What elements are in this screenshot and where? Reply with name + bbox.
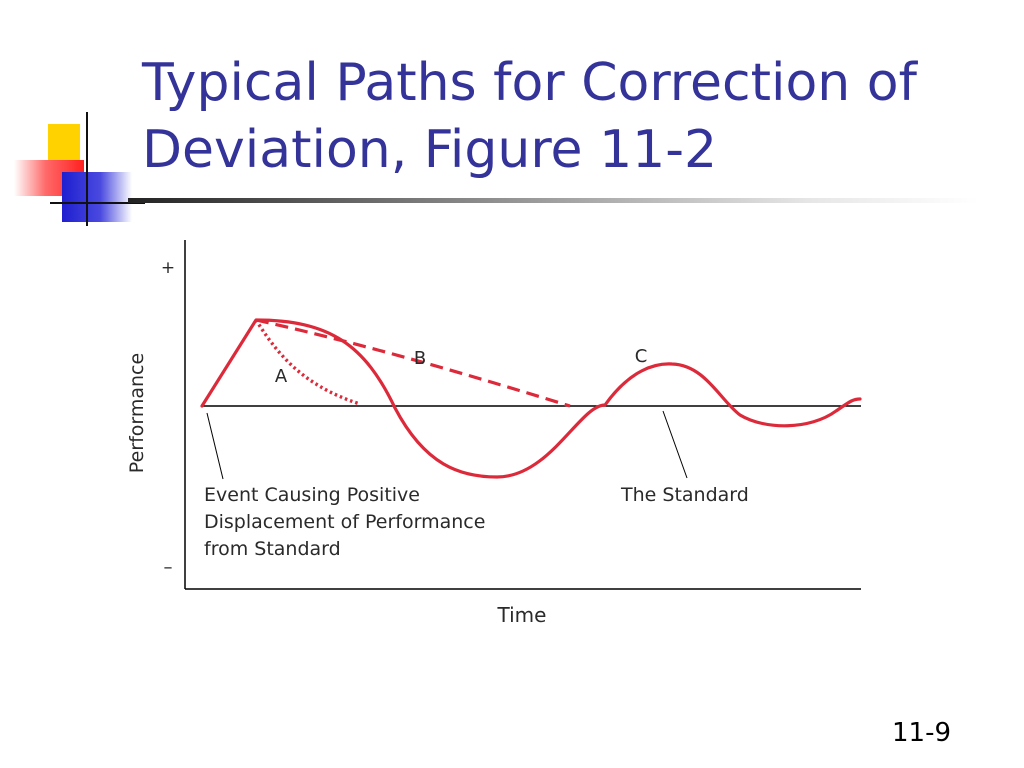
event-note-line-2: Displacement of Performance — [204, 511, 485, 533]
path-a-curve — [254, 319, 361, 406]
standard-note: The Standard — [620, 484, 749, 506]
plot-area: + – Performance Time A B C Event Causing… — [126, 240, 862, 627]
y-axis-plus-sign: + — [161, 258, 175, 278]
logo-horizontal-line — [50, 202, 145, 204]
path-b-label: B — [414, 348, 426, 369]
deviation-correction-figure: + – Performance Time A B C Event Causing… — [126, 240, 862, 627]
slide-title-line-2: Deviation, Figure 11-2 — [142, 120, 718, 180]
event-pointer-line — [206, 412, 224, 480]
logo-blue-square — [62, 172, 132, 222]
corner-logo — [0, 0, 160, 230]
y-axis-label: Performance — [126, 353, 148, 473]
path-b-curve — [255, 318, 571, 408]
event-note-line-3: from Standard — [204, 538, 341, 560]
slide-number: 11-9 — [892, 718, 952, 748]
slide-title-line-1: Typical Paths for Correction of — [142, 53, 917, 113]
path-c-curve — [200, 318, 862, 479]
slide-title: Typical Paths for Correction of Deviatio… — [142, 50, 1002, 184]
logo-vertical-line — [86, 112, 88, 226]
standard-pointer-line — [662, 410, 688, 479]
y-axis-minus-sign: – — [164, 557, 173, 578]
path-a-label: A — [275, 366, 288, 387]
title-underline — [128, 198, 978, 203]
path-c-label: C — [635, 346, 648, 367]
x-axis-label: Time — [497, 603, 547, 627]
event-note-line-1: Event Causing Positive — [204, 484, 420, 506]
